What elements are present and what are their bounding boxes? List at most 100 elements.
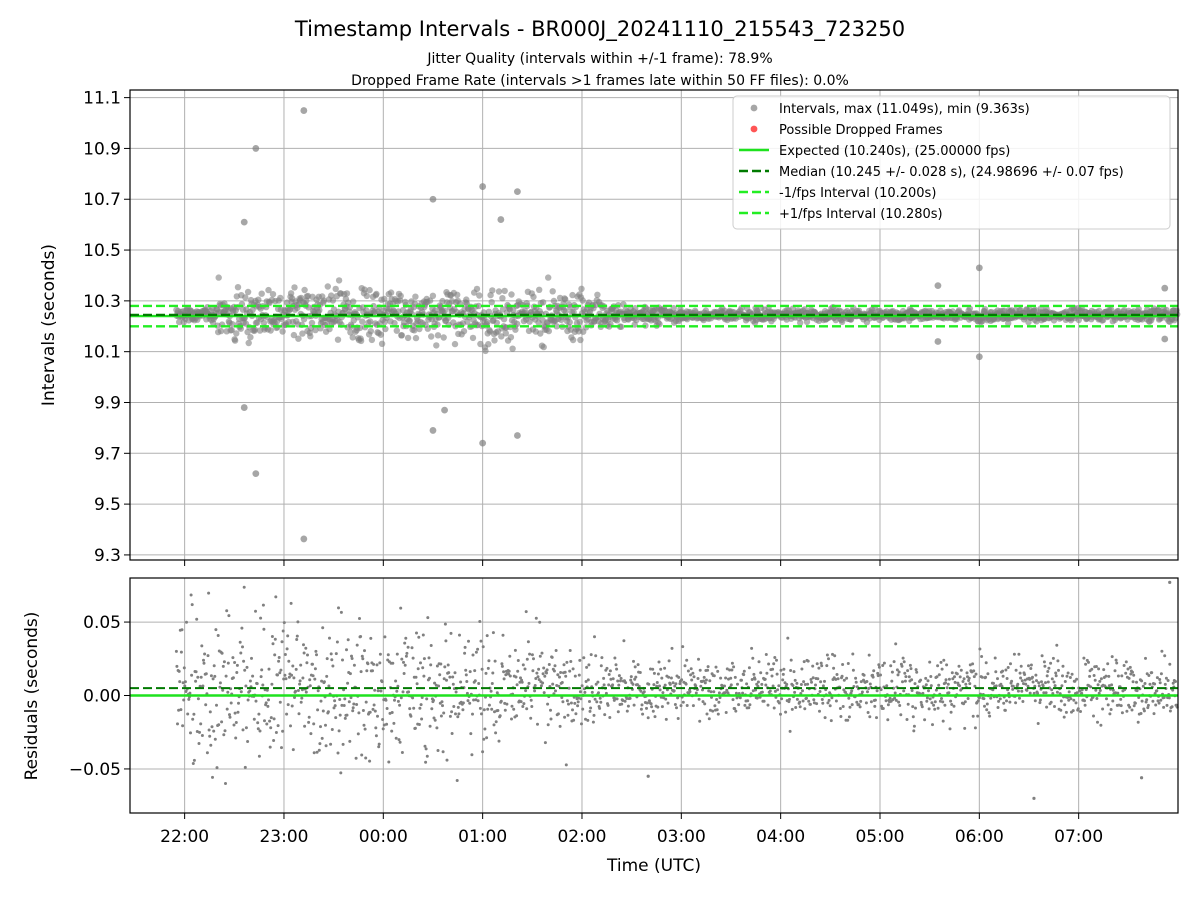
residual-point (611, 677, 615, 681)
residual-point (679, 704, 683, 708)
interval-point (260, 319, 268, 326)
residual-point (248, 679, 252, 683)
residual-point (973, 684, 977, 688)
residual-point (359, 635, 363, 638)
residual-point (1127, 676, 1131, 680)
residual-point (445, 678, 448, 682)
residual-point (522, 702, 526, 706)
residual-point (455, 779, 459, 782)
residual-point (404, 636, 408, 640)
interval-point (512, 326, 519, 333)
residual-point (809, 678, 813, 681)
residual-point (1162, 705, 1166, 709)
interval-point (428, 333, 435, 340)
bottom-y-tick-label: 0.00 (83, 687, 121, 707)
residual-point (897, 700, 901, 704)
interval-point (562, 296, 569, 303)
residual-point (760, 682, 764, 686)
residual-point (383, 635, 387, 639)
residual-point (788, 697, 791, 701)
residual-point (815, 662, 819, 666)
residual-point (493, 710, 496, 714)
residual-point (1037, 681, 1041, 685)
residual-point (326, 710, 330, 714)
residual-point (1174, 680, 1177, 683)
residual-point (808, 702, 812, 706)
residual-point (473, 669, 477, 673)
residual-point (728, 668, 732, 672)
residual-point (443, 622, 447, 626)
residual-point (585, 665, 589, 669)
residual-point (655, 681, 659, 684)
residual-point (1050, 677, 1054, 681)
residual-point (625, 697, 629, 700)
residual-point (827, 657, 830, 661)
residual-point (587, 663, 591, 667)
residual-point (549, 708, 552, 712)
residual-point (939, 660, 943, 664)
residual-point (181, 681, 185, 685)
residual-point (848, 705, 852, 709)
residual-point (971, 662, 975, 666)
residual-point (764, 683, 768, 687)
residual-point (1075, 691, 1079, 695)
residual-point (206, 654, 210, 658)
residual-point (474, 650, 478, 654)
residual-point (834, 699, 838, 703)
residual-point (1002, 701, 1006, 705)
residual-point (1094, 688, 1098, 692)
residual-point (499, 699, 503, 703)
residual-point (709, 690, 713, 694)
residual-point (732, 665, 736, 669)
residual-point (464, 673, 468, 677)
residual-point (217, 723, 221, 727)
residual-point (900, 664, 904, 668)
residual-point (724, 711, 728, 714)
interval-point (312, 326, 319, 334)
residual-point (439, 662, 443, 666)
residual-point (259, 675, 263, 679)
residual-point (567, 686, 571, 690)
residual-point (539, 684, 543, 688)
interval-point (579, 297, 586, 304)
residual-point (941, 700, 945, 704)
residual-point (410, 646, 414, 650)
residual-point (1095, 697, 1099, 700)
residual-point (616, 679, 620, 683)
residual-point (667, 675, 671, 679)
residual-point (404, 654, 408, 658)
residual-point (814, 683, 817, 687)
residual-point (730, 661, 734, 665)
residual-point (1143, 682, 1147, 685)
residual-point (653, 715, 657, 719)
residual-point (713, 704, 717, 708)
residual-point (566, 713, 570, 717)
residual-point (483, 727, 487, 731)
residual-point (501, 633, 505, 637)
residual-point (946, 682, 950, 686)
residual-point (498, 714, 502, 718)
residual-point (806, 659, 810, 663)
residual-point (656, 672, 660, 676)
residual-point (622, 639, 626, 643)
residual-point (387, 760, 391, 764)
residual-point (261, 683, 265, 687)
residual-point (621, 699, 625, 702)
residual-point (189, 593, 193, 597)
residual-point (937, 683, 941, 687)
residual-point (298, 682, 302, 686)
residual-point (351, 709, 355, 713)
interval-point (412, 334, 420, 342)
residual-point (896, 673, 900, 677)
residual-point (681, 645, 685, 649)
residual-point (660, 676, 664, 680)
residual-point (287, 659, 291, 663)
residual-point (357, 711, 361, 715)
residual-point (392, 721, 396, 725)
residual-point (924, 683, 928, 687)
residual-point (363, 727, 367, 731)
residual-point (186, 712, 190, 716)
residual-point (964, 682, 968, 686)
residual-point (496, 709, 500, 712)
residual-point (817, 666, 821, 670)
